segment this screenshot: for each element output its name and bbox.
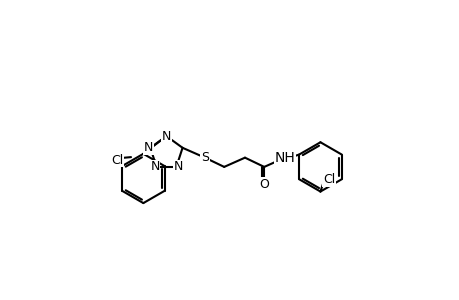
Text: S: S	[201, 151, 208, 164]
Text: Cl: Cl	[322, 173, 334, 187]
Text: N: N	[144, 141, 153, 154]
Text: N: N	[173, 160, 182, 173]
Text: N: N	[162, 130, 171, 142]
Text: O: O	[259, 178, 269, 191]
Text: NH: NH	[274, 151, 295, 165]
Text: Cl: Cl	[111, 154, 123, 167]
Text: N: N	[150, 160, 159, 173]
